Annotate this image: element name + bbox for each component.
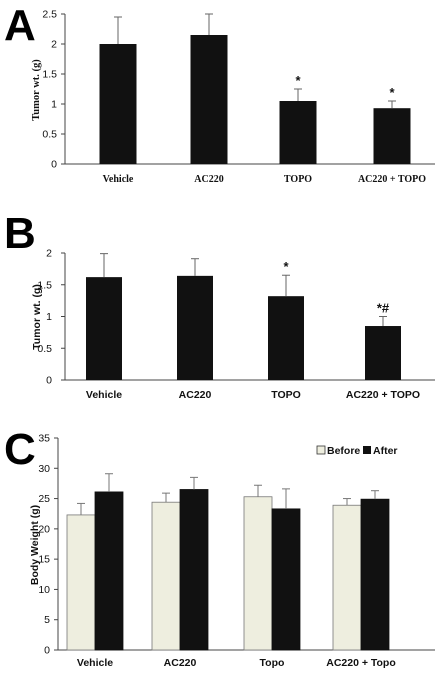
- legend-label-after: After: [373, 445, 398, 457]
- panel-b-y-tick-label: 0.5: [37, 343, 52, 355]
- panel-c-letter: C: [4, 425, 36, 474]
- panel-a-bar-4: [373, 108, 411, 164]
- panel-b-x-tick-label: AC220 + TOPO: [346, 389, 420, 401]
- panel-b-y-tick-label: 1.5: [37, 279, 52, 291]
- panel-b-bar-3: [268, 296, 304, 380]
- panel-a-bar-1: [99, 44, 137, 164]
- panel-a-x-tick-label: Vehicle: [103, 174, 134, 185]
- bar-before-1: [66, 514, 96, 651]
- panel-c-x-tick-label: AC220: [164, 657, 197, 669]
- panel-b-letter: B: [4, 209, 36, 258]
- panel-b-y-tick-label: 2: [46, 248, 52, 260]
- panel-c-legend: Before After: [316, 445, 398, 457]
- panel-a-y-tick-label: 0.5: [42, 129, 57, 141]
- panel-a-x-tick-label: AC220 + TOPO: [358, 174, 426, 185]
- panel-a-y-tick-label: 1.5: [42, 69, 57, 81]
- panel-a-x-labels: Vehicle AC220 TOPO AC220 + TOPO: [103, 174, 427, 185]
- panel-a-y-tick-label: 2: [51, 39, 57, 51]
- panel-b-y-axis-label: Tumor wt. (g): [31, 284, 43, 350]
- panel-c-x-tick-label: Vehicle: [77, 657, 113, 669]
- panel-a-error-bars: [114, 13, 396, 109]
- panel-a-bar-2: [190, 35, 228, 164]
- panel-b-significance-marker: *: [283, 259, 289, 274]
- panel-c-y-tick-label: 0: [44, 645, 50, 657]
- panel-a-y-ticks: 0 0.5 1 1.5 2 2.5: [42, 9, 65, 171]
- bar-after-3: [271, 508, 301, 651]
- panel-c-y-tick-label: 5: [44, 614, 50, 626]
- panel-b-x-tick-label: TOPO: [271, 389, 301, 401]
- panel-b-x-tick-label: Vehicle: [86, 389, 122, 401]
- panel-c-y-tick-label: 30: [38, 463, 50, 475]
- panel-c-y-tick-label: 20: [38, 523, 50, 535]
- bar-before-3: [243, 496, 273, 651]
- panel-a-y-tick-label: 0: [51, 159, 57, 171]
- bar-after-1: [94, 491, 124, 651]
- panel-b-annotations: * *#: [283, 259, 389, 315]
- panel-a-x-tick-label: AC220: [194, 174, 223, 185]
- panel-b-error-bars: [100, 253, 387, 327]
- panel-a-letter: A: [4, 1, 36, 50]
- legend-swatch-after: [363, 446, 371, 454]
- panel-c-y-tick-label: 15: [38, 554, 50, 566]
- panel-b-bar-2: [177, 275, 213, 380]
- panel-a-y-axis-label: Tumor wt. (g): [31, 59, 42, 121]
- panel-c-y-tick-label: 10: [38, 584, 50, 596]
- bar-before-2: [151, 501, 181, 651]
- bar-before-4: [332, 504, 362, 651]
- panel-c-x-labels: Vehicle AC220 Topo AC220 + Topo: [77, 657, 396, 669]
- panel-b-x-labels: Vehicle AC220 TOPO AC220 + TOPO: [86, 389, 420, 401]
- panel-b-y-tick-label: 0: [46, 375, 52, 387]
- legend-label-before: Before: [327, 445, 360, 457]
- panel-c: C Body Weight (g) 0 5 10 15 20 25 30 35 Vehicle…: [4, 425, 435, 669]
- panel-b-significance-marker: *#: [377, 301, 390, 316]
- panel-a-y-tick-label: 1: [51, 99, 57, 111]
- panel-a-significance-marker: *: [389, 85, 395, 100]
- panel-c-y-axis-label: Body Weight (g): [29, 505, 41, 585]
- panel-b-y-ticks: 0 0.5 1 1.5 2: [37, 248, 65, 387]
- panel-b: B Tumor wt. (g) 0 0.5 1 1.5 2 Vehicle AC220 TO…: [4, 209, 435, 401]
- panel-b-bar-4: [365, 326, 401, 380]
- panel-c-y-tick-label: 35: [38, 433, 50, 445]
- panel-b-x-tick-label: AC220: [179, 389, 212, 401]
- panel-a-annotations: **: [295, 73, 395, 100]
- panel-c-y-tick-label: 25: [38, 493, 50, 505]
- panel-b-bars: [86, 275, 401, 380]
- bar-after-4: [360, 498, 390, 651]
- panel-c-error-bars: [77, 473, 379, 515]
- panel-c-bars: [66, 489, 390, 651]
- panel-a-y-tick-label: 2.5: [42, 9, 57, 21]
- panel-a-bar-3: [279, 101, 317, 164]
- panel-a: A Tumor wt. (g) 0 0.5 1 1.5 2 2.5 Vehicle AC22…: [4, 1, 435, 185]
- panel-b-y-tick-label: 1: [46, 311, 52, 323]
- panel-c-x-tick-label: Topo: [260, 657, 285, 669]
- panel-c-y-ticks: 0 5 10 15 20 25 30 35: [38, 433, 58, 657]
- bar-after-2: [179, 489, 209, 651]
- legend-swatch-before: [316, 445, 326, 455]
- panel-a-x-tick-label: TOPO: [284, 174, 312, 185]
- panel-a-bars: [99, 35, 411, 164]
- panel-a-significance-marker: *: [295, 73, 301, 88]
- panel-c-x-tick-label: AC220 + Topo: [326, 657, 396, 669]
- panel-b-bar-1: [86, 277, 122, 380]
